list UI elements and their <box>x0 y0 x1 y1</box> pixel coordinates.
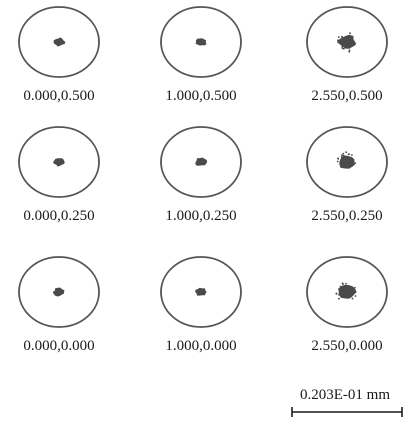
field-coordinate-label: 1.000,0.250 <box>165 208 236 224</box>
spot-ray-point <box>338 293 340 296</box>
spot-ray-point <box>336 160 339 163</box>
airy-disk-circle <box>306 6 388 78</box>
spot-ray-point <box>340 155 343 158</box>
spot-ray-point <box>341 46 343 48</box>
spot-ray-point <box>354 286 356 289</box>
spot-ray-point <box>354 42 357 45</box>
spot-ray-point <box>341 36 343 38</box>
spot-ray-point <box>349 32 351 35</box>
field-coordinate-label: 1.000,0.000 <box>165 338 236 354</box>
spot-blob <box>53 37 66 47</box>
spot-blob <box>52 287 65 297</box>
spot-ray-point <box>341 282 344 285</box>
spot-ray-point <box>337 36 340 38</box>
spot-cell: 1.000,0.250 <box>160 126 242 224</box>
spot-blob <box>339 155 355 169</box>
spot-ray-point <box>348 49 351 52</box>
spot-cell: 1.000,0.500 <box>160 6 242 104</box>
spot-ray-point <box>348 153 350 156</box>
spot-ray-point <box>337 39 339 42</box>
spot-cell: 0.000,0.500 <box>18 6 100 104</box>
spot-ray-point <box>337 158 340 160</box>
field-coordinate-label: 0.000,0.250 <box>23 208 94 224</box>
spot-cell: 0.000,0.000 <box>18 256 100 354</box>
spot-ray-point <box>351 44 354 46</box>
airy-disk-circle <box>18 126 100 198</box>
spot-ray-point <box>349 285 351 288</box>
spot-ray-point <box>342 154 345 157</box>
spot-ray-point <box>354 290 356 292</box>
spot-blob <box>195 38 207 46</box>
spot-ray-point <box>339 285 342 288</box>
airy-disk-circle <box>306 126 388 198</box>
spot-cell: 1.000,0.000 <box>160 256 242 354</box>
field-coordinate-label: 0.000,0.000 <box>23 338 94 354</box>
scale-bar-label: 0.203E-01 mm <box>300 387 390 403</box>
spot-ray-point <box>338 297 340 300</box>
spot-cell: 2.550,0.500 <box>306 6 388 104</box>
spot-ray-point <box>345 282 347 285</box>
field-coordinate-label: 0.000,0.500 <box>23 88 94 104</box>
airy-disk-circle <box>160 256 242 328</box>
airy-disk-circle <box>160 126 242 198</box>
spot-ray-point <box>351 154 353 156</box>
airy-disk-circle <box>18 6 100 78</box>
spot-ray-point <box>351 297 354 300</box>
spot-ray-point <box>343 166 345 169</box>
spot-ray-point <box>346 35 349 38</box>
spot-blob <box>336 34 356 49</box>
field-coordinate-label: 1.000,0.500 <box>165 88 236 104</box>
spot-cell: 0.000,0.250 <box>18 126 100 224</box>
scale-bar: 0.203E-01 mm <box>291 387 403 417</box>
airy-disk-circle <box>306 256 388 328</box>
airy-disk-circle <box>160 6 242 78</box>
spot-ray-point <box>335 292 338 295</box>
spot-blob <box>195 157 208 166</box>
airy-disk-circle <box>18 256 100 328</box>
spot-ray-point <box>341 154 343 157</box>
spot-blob <box>53 158 65 167</box>
spot-ray-point <box>354 295 357 297</box>
spot-ray-point <box>342 152 345 155</box>
spot-ray-point <box>347 166 350 169</box>
spot-ray-point <box>354 162 357 165</box>
spot-cell: 2.550,0.250 <box>306 126 388 224</box>
field-coordinate-label: 2.550,0.250 <box>311 208 382 224</box>
spot-blob <box>195 287 207 296</box>
spot-blob <box>338 284 357 299</box>
spot-cell: 2.550,0.000 <box>306 256 388 354</box>
field-coordinate-label: 2.550,0.500 <box>311 88 382 104</box>
spot-ray-point <box>345 151 348 154</box>
spot-ray-point <box>339 293 342 296</box>
field-coordinate-label: 2.550,0.000 <box>311 338 382 354</box>
spot-ray-point <box>342 47 345 50</box>
